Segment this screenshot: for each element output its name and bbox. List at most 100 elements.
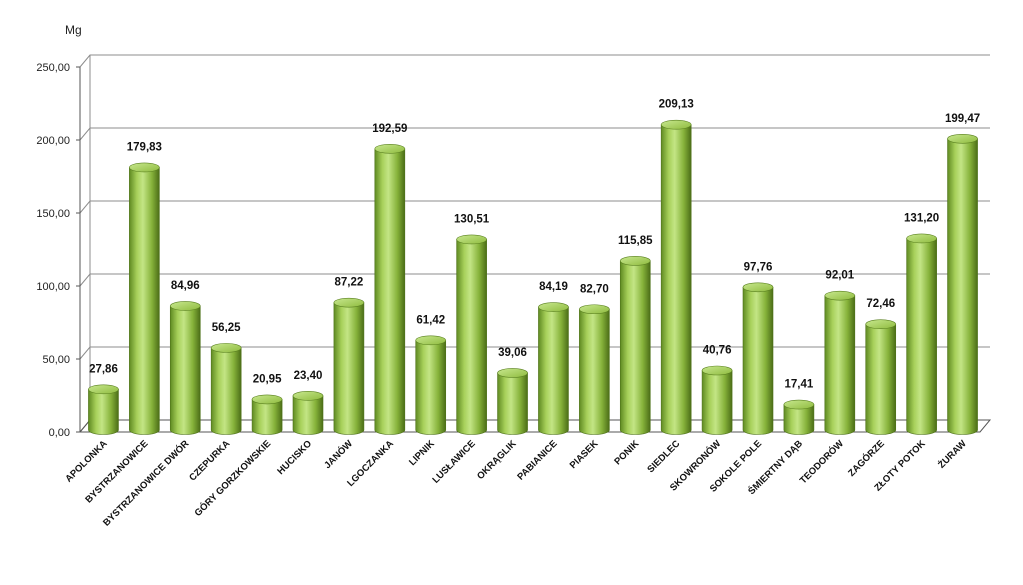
bar-top <box>947 133 978 144</box>
bar <box>251 394 283 435</box>
gridline <box>79 127 990 141</box>
data-label: 84,19 <box>539 281 568 293</box>
x-tick-label: ŻURAW <box>936 438 968 470</box>
bar <box>619 256 651 435</box>
x-tick-label: CZEPURKA <box>187 438 232 483</box>
bar-body <box>660 124 692 435</box>
x-tick-label: SIEDLEC <box>645 438 682 475</box>
gridline <box>79 54 990 68</box>
bar-top <box>497 368 528 378</box>
x-tick-label: BYSTRZANOWICE DWÓR <box>100 438 191 529</box>
bar <box>701 365 733 435</box>
x-tick-label: TEODORÓW <box>797 438 846 487</box>
bar <box>783 399 815 435</box>
bar-top <box>906 233 937 244</box>
data-label: 61,42 <box>416 314 445 326</box>
bar-top <box>456 234 487 245</box>
y-tick-label: 100,00 <box>36 281 70 293</box>
bar-body <box>619 260 651 435</box>
gridline <box>79 200 990 214</box>
bar <box>497 368 528 435</box>
data-label: 84,96 <box>171 280 200 292</box>
bar <box>415 335 447 435</box>
bar-top <box>88 384 119 395</box>
x-tick-label: HUCISKO <box>275 438 314 477</box>
bar <box>456 234 487 435</box>
bar <box>579 304 610 435</box>
bar <box>538 302 569 435</box>
data-label: 17,41 <box>785 379 814 391</box>
x-tick-label: ZAGÓRZE <box>846 438 887 479</box>
bar <box>210 343 242 435</box>
data-label: 23,40 <box>294 370 323 382</box>
data-label: 209,13 <box>659 99 694 111</box>
bar-top <box>374 144 406 154</box>
bar-body <box>374 148 406 435</box>
x-tick-label: JANÓW <box>322 438 356 472</box>
y-tick-label: 200,00 <box>36 135 70 147</box>
bar-body <box>88 389 119 435</box>
bar-body <box>865 323 897 435</box>
bar-top <box>292 391 324 401</box>
bar <box>865 319 897 435</box>
bars-layer <box>88 119 978 435</box>
x-tick-label: PONIK <box>612 438 641 467</box>
bar <box>824 290 856 435</box>
data-label: 130,51 <box>454 213 490 225</box>
bar-top <box>129 162 160 173</box>
y-tick-label: 250,00 <box>36 62 70 74</box>
bar-top <box>865 319 897 330</box>
bar-top <box>333 297 365 308</box>
bar-body <box>456 239 487 435</box>
x-tick-label: OKRĄGLIK <box>475 438 519 482</box>
bar-body <box>333 302 365 435</box>
bar-body <box>210 347 242 435</box>
x-tick-label: LIPNIK <box>407 438 437 468</box>
bar-body <box>783 404 815 435</box>
data-label: 199,47 <box>945 113 980 125</box>
bar <box>88 384 119 435</box>
bar <box>129 162 160 435</box>
bar-body <box>129 167 160 435</box>
bar-body <box>742 286 774 435</box>
data-label: 56,25 <box>212 322 241 334</box>
x-tick-label: GÓRY GORZKOWSKIE <box>192 438 273 519</box>
data-label: 82,70 <box>580 283 609 295</box>
bar <box>333 297 365 435</box>
bar-top <box>210 343 242 353</box>
bar-body <box>538 306 569 435</box>
y-tick-label: 150,00 <box>36 208 70 220</box>
bar-top <box>579 304 610 315</box>
data-label: 131,20 <box>904 212 939 224</box>
y-unit-label: Mg <box>65 23 82 37</box>
bar-top <box>783 399 815 410</box>
bar-body <box>701 370 733 435</box>
bar <box>947 133 978 435</box>
bar-body <box>497 372 528 435</box>
x-tick-label: PIASEK <box>568 438 601 471</box>
data-label: 72,46 <box>866 298 895 310</box>
data-label: 39,06 <box>498 347 527 359</box>
bar-top <box>415 335 447 346</box>
data-label: 97,76 <box>744 261 773 273</box>
data-label: 40,76 <box>703 344 732 356</box>
bar-top <box>701 365 733 376</box>
data-label: 92,01 <box>825 270 854 282</box>
bar-body <box>415 340 447 435</box>
data-label: 87,22 <box>335 277 364 289</box>
bar-top <box>742 282 774 293</box>
bar <box>374 144 406 435</box>
bar-body <box>824 295 856 435</box>
data-label: 115,85 <box>618 235 653 247</box>
bar-top <box>169 301 201 311</box>
bar-body <box>579 308 610 435</box>
x-tick-label: LUSŁAWICE <box>430 438 477 485</box>
bar <box>742 282 774 435</box>
bar-body <box>947 138 978 435</box>
y-tick-label: 50,00 <box>42 354 70 366</box>
bar <box>906 233 937 435</box>
data-label: 20,95 <box>253 373 282 385</box>
bar <box>660 119 692 435</box>
